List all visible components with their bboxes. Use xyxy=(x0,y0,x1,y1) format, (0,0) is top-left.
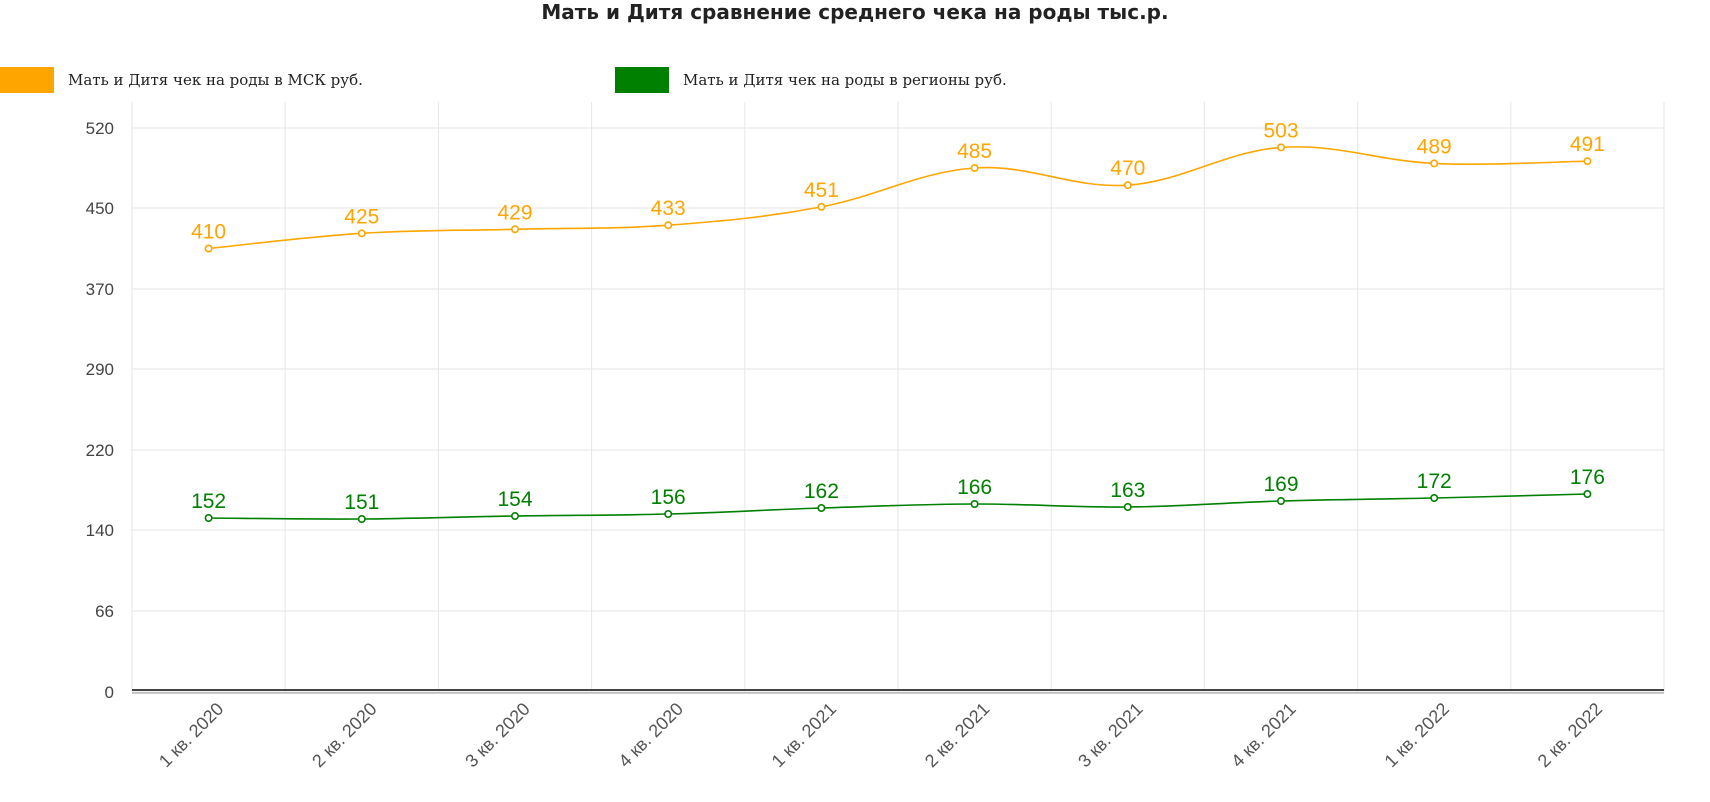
data-label-regions: 163 xyxy=(1110,479,1145,502)
data-label-msk: 410 xyxy=(191,221,226,244)
data-label-regions: 151 xyxy=(344,491,379,514)
y-tick-label: 66 xyxy=(95,602,114,621)
data-label-msk: 433 xyxy=(651,197,686,220)
x-tick-label: 3 кв. 2021 xyxy=(1074,699,1146,771)
series-line-regions xyxy=(208,493,1588,520)
data-label-regions: 172 xyxy=(1417,470,1452,493)
y-tick-label: 290 xyxy=(86,360,114,379)
x-tick-label: 3 кв. 2020 xyxy=(461,699,533,771)
data-point-regions xyxy=(1430,493,1439,502)
data-label-msk: 491 xyxy=(1570,133,1605,156)
data-label-msk: 470 xyxy=(1110,157,1145,180)
x-tick-label: 2 кв. 2022 xyxy=(1534,699,1606,771)
y-tick-label: 520 xyxy=(86,119,114,138)
data-label-msk: 451 xyxy=(804,179,839,202)
x-tick-label: 1 кв. 2022 xyxy=(1381,699,1453,771)
data-label-msk: 425 xyxy=(344,205,379,228)
legend-swatch-regions xyxy=(615,67,669,93)
legend-swatch-msk xyxy=(0,67,54,93)
x-tick-label: 1 кв. 2021 xyxy=(768,699,840,771)
x-tick-label: 2 кв. 2020 xyxy=(308,699,380,771)
data-point-regions xyxy=(204,513,213,522)
data-point-regions xyxy=(357,514,366,523)
data-label-msk: 489 xyxy=(1417,135,1452,158)
data-label-regions: 152 xyxy=(191,490,226,513)
legend-item-regions[interactable]: Мать и Дитя чек на роды в регионы руб. xyxy=(615,66,1007,94)
data-point-msk xyxy=(1123,181,1132,190)
data-point-regions xyxy=(1583,489,1592,498)
data-label-regions: 169 xyxy=(1263,473,1298,496)
x-tick-label: 4 кв. 2021 xyxy=(1227,699,1299,771)
data-label-regions: 162 xyxy=(804,480,839,503)
x-tick-label: 1 кв. 2020 xyxy=(155,699,227,771)
legend-label-msk: Мать и Дитя чек на роды в МСК руб. xyxy=(68,71,363,89)
y-tick-label: 450 xyxy=(86,199,114,218)
data-point-msk xyxy=(664,221,673,230)
data-label-regions: 166 xyxy=(957,476,992,499)
chart-title: Мать и Дитя сравнение среднего чека на р… xyxy=(541,0,1169,24)
x-tick-label: 4 кв. 2020 xyxy=(615,699,687,771)
data-point-regions xyxy=(664,509,673,518)
data-label-msk: 485 xyxy=(957,140,992,163)
data-point-msk xyxy=(817,202,826,211)
y-tick-label: 140 xyxy=(86,521,114,540)
data-label-regions: 154 xyxy=(497,488,532,511)
y-tick-label: 220 xyxy=(86,441,114,460)
data-point-msk xyxy=(1430,159,1439,168)
data-label-regions: 156 xyxy=(651,486,686,509)
legend-label-regions: Мать и Дитя чек на роды в регионы руб. xyxy=(683,71,1007,89)
data-point-msk xyxy=(510,225,519,234)
data-point-regions xyxy=(817,503,826,512)
data-point-msk xyxy=(204,244,213,253)
y-tick-label: 370 xyxy=(86,280,114,299)
data-point-regions xyxy=(510,511,519,520)
data-point-msk xyxy=(357,229,366,238)
x-tick-label: 2 кв. 2021 xyxy=(921,699,993,771)
y-tick-label: 0 xyxy=(105,683,114,702)
series-line-msk xyxy=(208,146,1588,250)
data-label-msk: 503 xyxy=(1263,119,1298,142)
legend-item-msk[interactable]: Мать и Дитя чек на роды в МСК руб. xyxy=(0,66,363,94)
data-point-msk xyxy=(970,164,979,173)
data-point-msk xyxy=(1277,143,1286,152)
data-point-regions xyxy=(1123,502,1132,511)
data-point-msk xyxy=(1583,157,1592,166)
data-point-regions xyxy=(1277,496,1286,505)
data-label-msk: 429 xyxy=(497,201,532,224)
data-point-regions xyxy=(970,499,979,508)
data-label-regions: 176 xyxy=(1570,466,1605,489)
